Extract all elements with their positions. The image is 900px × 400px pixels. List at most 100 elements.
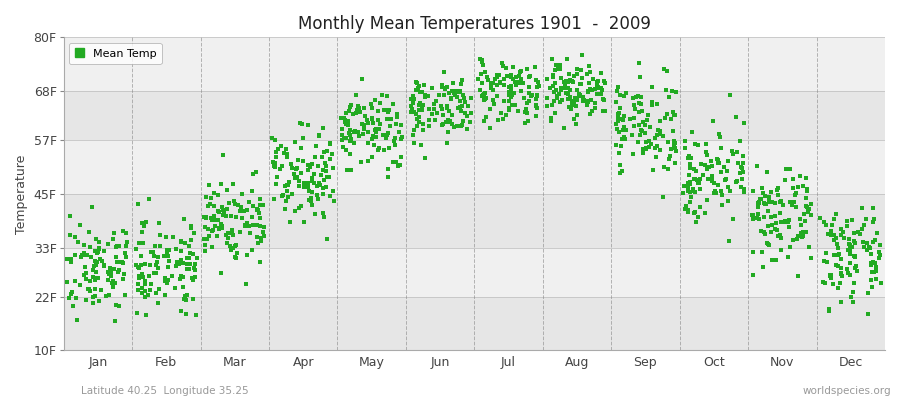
Mean Temp [269,180,284,187]
Mean Temp [842,236,857,242]
Mean Temp [240,252,255,258]
Mean Temp [301,167,315,174]
Mean Temp [150,254,165,261]
Mean Temp [754,248,769,255]
Mean Temp [413,100,428,106]
Mean Temp [446,121,460,127]
Mean Temp [141,273,156,280]
Mean Temp [323,141,338,147]
Mean Temp [352,105,366,112]
Mean Temp [634,126,648,133]
Mean Temp [274,143,288,150]
Mean Temp [733,170,747,176]
Mean Temp [566,79,580,85]
Mean Temp [208,223,222,230]
Mean Temp [598,108,612,114]
Mean Temp [141,196,156,202]
Mean Temp [707,180,722,186]
Mean Temp [350,107,365,113]
Mean Temp [403,102,418,109]
Mean Temp [308,211,322,218]
Mean Temp [83,278,97,285]
Mean Temp [677,183,691,190]
Mean Temp [242,198,256,205]
Mean Temp [795,234,809,240]
Mean Temp [798,174,813,181]
Mean Temp [487,101,501,107]
Mean Temp [429,110,444,116]
Mean Temp [713,134,727,140]
Mean Temp [288,139,302,145]
Mean Temp [89,236,104,242]
Mean Temp [692,204,706,210]
Mean Temp [207,203,221,210]
Mean Temp [608,142,623,148]
Mean Temp [707,190,722,196]
Mean Temp [680,208,695,214]
Mean Temp [422,123,436,130]
Mean Temp [817,258,832,264]
Mean Temp [687,176,701,182]
Mean Temp [484,82,499,88]
Mean Temp [521,98,535,104]
Mean Temp [447,92,462,98]
Mean Temp [176,284,191,290]
Mean Temp [835,229,850,235]
Bar [64,194,885,248]
Mean Temp [540,76,554,82]
Mean Temp [638,122,652,128]
Mean Temp [161,247,176,253]
Mean Temp [108,280,122,286]
Mean Temp [364,116,379,122]
Mean Temp [323,192,338,199]
Mean Temp [571,96,585,103]
Mean Temp [416,121,430,128]
Mean Temp [217,209,231,216]
Mean Temp [276,192,291,198]
Mean Temp [652,146,667,153]
Mean Temp [146,248,160,255]
Mean Temp [229,254,243,260]
Mean Temp [652,128,667,134]
Mean Temp [304,198,319,204]
Mean Temp [81,286,95,292]
Mean Temp [563,86,578,93]
Mean Temp [705,173,719,179]
Mean Temp [761,242,776,248]
Mean Temp [580,98,594,104]
Mean Temp [294,170,309,176]
Mean Temp [703,158,717,164]
Mean Temp [554,75,568,81]
Mean Temp [463,119,477,125]
Mean Temp [576,94,590,100]
Mean Temp [308,154,322,161]
Mean Temp [148,290,163,296]
Mean Temp [679,144,693,151]
Mean Temp [291,156,305,163]
Mean Temp [711,157,725,163]
Mean Temp [135,240,149,246]
Mean Temp [477,118,491,124]
Mean Temp [393,136,408,142]
Mean Temp [168,285,183,291]
Mean Temp [616,126,630,133]
Mean Temp [326,188,340,194]
Mean Temp [824,274,838,281]
Mean Temp [833,226,848,232]
Mean Temp [772,210,787,216]
Mean Temp [182,255,196,261]
Mean Temp [756,189,770,196]
Mean Temp [493,110,508,116]
Mean Temp [546,72,561,78]
Mean Temp [632,122,646,128]
Mean Temp [585,108,599,114]
Mean Temp [410,80,424,86]
Mean Temp [109,254,123,260]
Mean Temp [368,127,382,133]
Mean Temp [517,95,531,102]
Mean Temp [868,260,882,266]
Mean Temp [729,178,743,184]
Mean Temp [135,271,149,277]
Mean Temp [631,139,645,146]
Mean Temp [687,166,701,172]
